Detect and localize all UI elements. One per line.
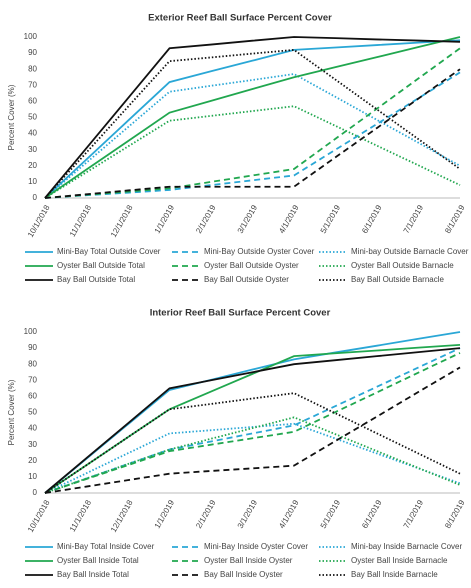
y-tick-label: 10: [28, 177, 37, 186]
legend-label: Mini-Bay Outside Oyster Cover: [204, 247, 315, 256]
series-line: [44, 36, 461, 199]
y-tick-label: 50: [28, 113, 37, 122]
x-tick-label: 11/1/2018: [68, 203, 94, 238]
y-tick-label: 40: [28, 424, 37, 433]
series-line: [44, 48, 461, 199]
y-tick-label: 90: [28, 343, 37, 352]
x-tick-label: 7/1/2019: [402, 498, 426, 530]
y-tick-label: 80: [28, 359, 37, 368]
y-tick-label: 100: [24, 327, 38, 336]
x-tick-label: 7/1/2019: [402, 203, 426, 235]
x-tick-label: 6/1/2019: [360, 498, 384, 530]
legend-label: Mini-Bay Inside Oyster Cover: [204, 542, 308, 551]
legend-label: Oyster Ball Inside Total: [57, 556, 139, 565]
x-tick-label: 11/1/2018: [68, 498, 94, 533]
series-line: [44, 73, 461, 199]
y-tick-label: 50: [28, 408, 37, 417]
legend-label: Bay Ball Outside Total: [57, 275, 135, 284]
y-tick-label: 20: [28, 456, 37, 465]
series-line: [44, 36, 461, 199]
y-tick-label: 70: [28, 375, 37, 384]
x-tick-label: 3/1/2019: [236, 203, 260, 235]
series-line: [44, 347, 461, 494]
x-tick-label: 2/1/2019: [194, 498, 218, 530]
legend-label: Oyster Ball Outside Oyster: [204, 261, 299, 270]
legend-label: Oyster Ball Inside Oyster: [204, 556, 293, 565]
y-tick-label: 60: [28, 97, 37, 106]
x-tick-label: 10/1/2018: [26, 498, 52, 534]
y-axis-label: Percent Cover (%): [7, 379, 16, 445]
x-tick-label: 5/1/2019: [319, 498, 343, 530]
legend-label: Mini-bay Inside Barnacle Cover: [351, 542, 462, 551]
legend-label: Bay Ball Outside Barnacle: [351, 275, 444, 284]
series-line: [44, 47, 461, 199]
legend-label: Bay Ball Inside Oyster: [204, 570, 283, 579]
x-tick-label: 3/1/2019: [236, 498, 260, 530]
y-tick-label: 0: [33, 488, 38, 497]
y-tick-label: 80: [28, 64, 37, 73]
chart-title: Exterior Reef Ball Surface Percent Cover: [148, 13, 332, 24]
y-tick-label: 70: [28, 80, 37, 89]
legend-label: Mini-bay Outside Barnacle Cover: [351, 247, 469, 256]
legend-label: Oyster Ball Inside Barnacle: [351, 556, 448, 565]
legend-label: Mini-Bay Total Outside Cover: [57, 247, 161, 256]
y-tick-label: 30: [28, 145, 37, 154]
x-tick-label: 6/1/2019: [360, 203, 384, 235]
y-axis-label: Percent Cover (%): [7, 84, 16, 150]
y-tick-label: 60: [28, 392, 37, 401]
y-tick-label: 90: [28, 48, 37, 57]
series-line: [44, 105, 461, 199]
series-line: [44, 331, 461, 494]
y-tick-label: 20: [28, 161, 37, 170]
x-tick-label: 4/1/2019: [277, 203, 301, 235]
legend-label: Bay Ball Inside Total: [57, 570, 129, 579]
y-tick-label: 30: [28, 440, 37, 449]
y-tick-label: 10: [28, 472, 37, 481]
series-line: [44, 416, 461, 494]
x-tick-label: 10/1/2018: [26, 203, 52, 239]
y-tick-label: 100: [24, 32, 38, 41]
x-tick-label: 8/1/2019: [443, 203, 467, 235]
x-tick-label: 1/1/2019: [153, 498, 177, 530]
legend-label: Oyster Ball Outside Total: [57, 261, 145, 270]
x-tick-label: 2/1/2019: [194, 203, 218, 235]
series-line: [44, 422, 461, 494]
x-tick-label: 12/1/2018: [109, 203, 135, 239]
chart-title: Interior Reef Ball Surface Percent Cover: [150, 308, 331, 319]
x-tick-label: 4/1/2019: [277, 498, 301, 530]
series-line: [44, 352, 461, 494]
x-tick-label: 1/1/2019: [153, 203, 177, 235]
legend-label: Bay Ball Inside Barnacle: [351, 570, 438, 579]
series-line: [44, 392, 461, 494]
x-tick-label: 8/1/2019: [443, 498, 467, 530]
x-tick-label: 12/1/2018: [109, 498, 135, 534]
series-line: [44, 71, 461, 199]
legend-label: Mini-Bay Total Inside Cover: [57, 542, 155, 551]
y-tick-label: 40: [28, 129, 37, 138]
x-tick-label: 5/1/2019: [319, 203, 343, 235]
y-tick-label: 0: [33, 193, 38, 202]
series-line: [44, 39, 461, 199]
series-line: [44, 343, 461, 494]
legend-label: Bay Ball Outside Oyster: [204, 275, 289, 284]
series-line: [44, 366, 461, 494]
legend-label: Oyster Ball Outside Barnacle: [351, 261, 454, 270]
